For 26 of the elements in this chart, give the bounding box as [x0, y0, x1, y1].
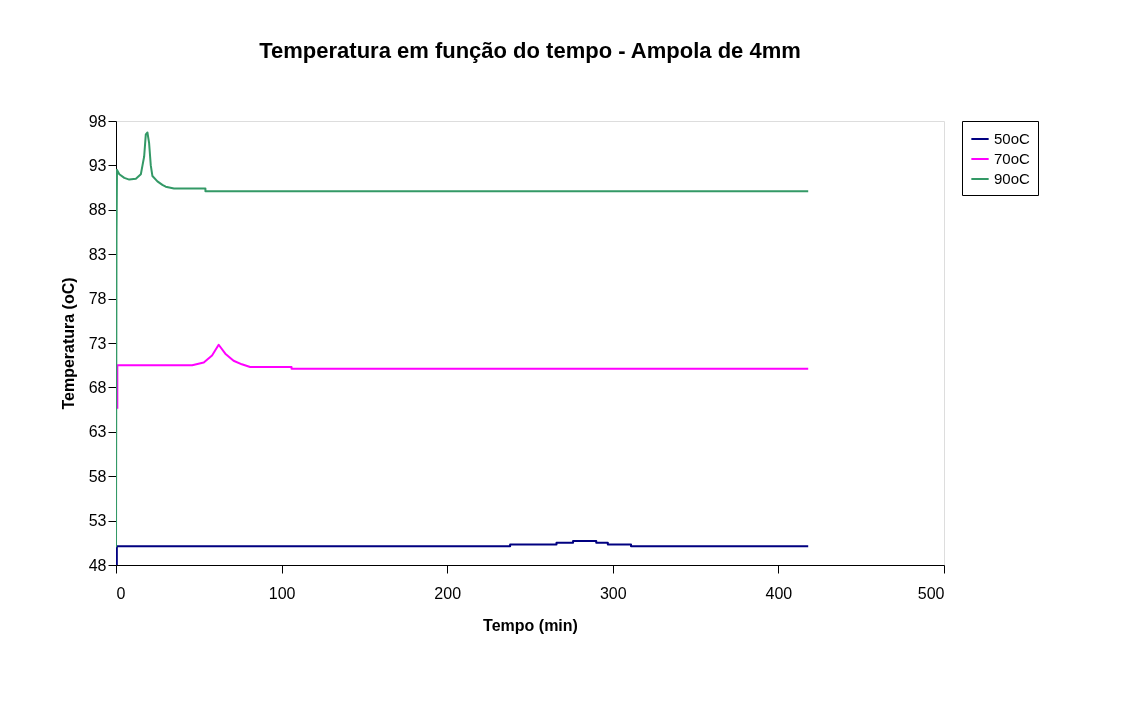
- y-tick-label: 68: [88, 378, 107, 396]
- y-tick-label: 83: [88, 245, 107, 263]
- x-tick-label: 400: [765, 584, 793, 602]
- legend-label: 90oC: [994, 170, 1031, 187]
- x-tick-label: 0: [116, 584, 126, 602]
- y-tick-label: 88: [88, 201, 107, 219]
- x-tick-label: 300: [599, 584, 627, 602]
- y-axis-title: Temperatura (oC): [59, 277, 77, 410]
- y-tick-label: 93: [88, 156, 107, 174]
- y-tick-label: 53: [88, 512, 107, 530]
- x-tick-label: 500: [917, 584, 945, 602]
- legend-label: 50oC: [994, 130, 1031, 147]
- y-tick-label: 78: [88, 290, 107, 308]
- x-tick-label: 200: [434, 584, 462, 602]
- x-tick-label: 100: [268, 584, 296, 602]
- y-tick-label: 98: [88, 112, 107, 130]
- line-series: [116, 343, 810, 410]
- line-series: [116, 540, 810, 565]
- y-tick-label: 63: [88, 423, 107, 441]
- y-tick-label: 48: [88, 556, 107, 574]
- y-tick-label: 58: [88, 467, 107, 485]
- x-axis-title: Tempo (min): [483, 616, 578, 634]
- line-series: [116, 131, 810, 549]
- y-tick-label: 73: [88, 334, 107, 352]
- legend-label: 70oC: [994, 150, 1031, 167]
- chart-title: Temperatura em função do tempo - Ampola de 4mm: [259, 38, 801, 63]
